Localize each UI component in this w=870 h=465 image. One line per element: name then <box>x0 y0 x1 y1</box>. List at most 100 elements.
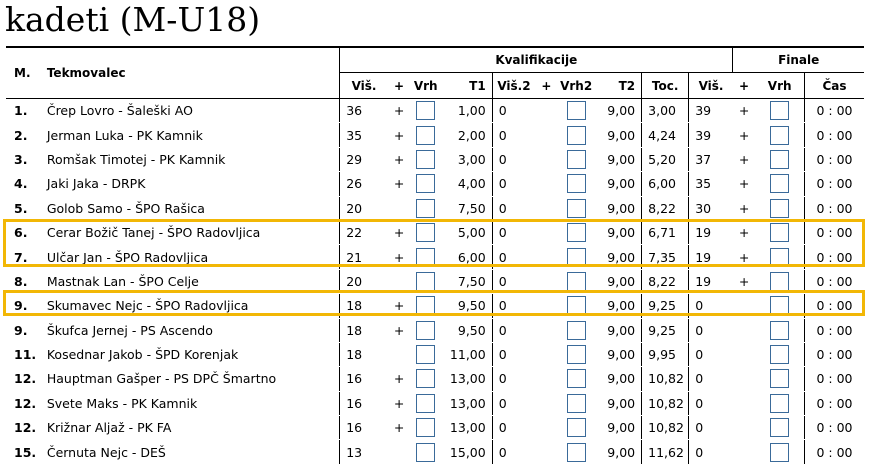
checkbox[interactable] <box>566 101 586 121</box>
checkbox[interactable] <box>416 125 436 145</box>
checkbox[interactable] <box>770 418 790 438</box>
checkbox[interactable] <box>770 345 790 365</box>
checkbox[interactable] <box>566 174 586 194</box>
height-cell: 20 <box>339 269 388 295</box>
height2-cell: 0 <box>491 342 536 368</box>
col-header-time: Čas <box>803 72 864 99</box>
table-row: 2. Jerman Luka - PK Kamnik 35 +2,00 0 9,00 4,2… <box>6 122 864 148</box>
plus-cell: + <box>387 171 411 197</box>
time-cell: 0 : 00 <box>803 196 864 221</box>
height-cell: 16 <box>339 366 388 392</box>
checkbox[interactable] <box>566 442 586 462</box>
t1-cell: 7,50 <box>441 269 493 295</box>
final-plus-cell: + <box>732 269 756 295</box>
checkbox[interactable] <box>416 393 436 413</box>
table-row: 3. Romšak Timotej - PK Kamnik 29 +3,00 0 9,00… <box>6 147 864 173</box>
col-header-plus: + <box>387 72 411 99</box>
height-cell: 29 <box>339 147 388 173</box>
final-top-checkbox <box>755 415 805 441</box>
checkbox[interactable] <box>416 320 436 340</box>
checkbox[interactable] <box>770 174 790 194</box>
final-height-cell: 0 <box>688 366 733 392</box>
final-plus-cell: + <box>732 147 756 173</box>
table-row: 5. Golob Samo - ŠPO Rašica 20 7,50 0 9,00 8,22… <box>6 196 864 221</box>
height2-cell: 0 <box>491 293 536 319</box>
checkbox[interactable] <box>416 101 436 121</box>
height2-cell: 0 <box>491 269 536 295</box>
checkbox[interactable] <box>566 296 586 316</box>
t1-cell: 13,00 <box>441 366 493 392</box>
checkbox[interactable] <box>416 223 436 243</box>
checkbox[interactable] <box>566 320 586 340</box>
competitor-cell: Svete Maks - PK Kamnik <box>42 391 340 417</box>
checkbox[interactable] <box>566 247 586 267</box>
checkbox[interactable] <box>770 125 790 145</box>
checkbox[interactable] <box>416 271 436 291</box>
checkbox[interactable] <box>770 442 790 462</box>
table-row: 12. Križnar Aljaž - PK FA 16 +13,00 0 9,00 10,… <box>6 415 864 441</box>
plus2-cell <box>535 366 558 392</box>
checkbox[interactable] <box>770 101 790 121</box>
t2-cell: 9,00 <box>594 147 642 173</box>
position-cell: 9. <box>6 318 43 343</box>
top2-checkbox <box>557 122 595 148</box>
plus2-cell <box>535 220 558 246</box>
checkbox[interactable] <box>566 345 586 365</box>
checkbox[interactable] <box>566 149 586 169</box>
competitor-cell: Golob Samo - ŠPO Rašica <box>42 196 340 221</box>
checkbox[interactable] <box>770 393 790 413</box>
checkbox[interactable] <box>566 271 586 291</box>
checkbox[interactable] <box>566 198 586 218</box>
checkbox[interactable] <box>770 320 790 340</box>
checkbox[interactable] <box>416 369 436 389</box>
checkbox[interactable] <box>416 149 436 169</box>
checkbox[interactable] <box>770 247 790 267</box>
checkbox[interactable] <box>566 418 586 438</box>
plus-cell: + <box>387 318 411 343</box>
table-row: 12. Svete Maks - PK Kamnik 16 +13,00 0 9,00 10… <box>6 391 864 417</box>
checkbox[interactable] <box>770 198 790 218</box>
checkbox[interactable] <box>770 223 790 243</box>
checkbox[interactable] <box>416 174 436 194</box>
group-header-final: Finale <box>732 46 864 73</box>
results-table: M. Tekmovalec Kvalifikacije Finale Viš. … <box>6 46 864 465</box>
col-header-position: M. <box>6 46 43 99</box>
plus2-cell <box>535 415 558 441</box>
height2-cell: 0 <box>491 98 536 124</box>
checkbox[interactable] <box>566 223 586 243</box>
checkbox[interactable] <box>566 369 586 389</box>
final-height-cell: 19 <box>688 220 733 246</box>
points-cell: 5,20 <box>641 147 689 173</box>
col-header-t2: T2 <box>594 72 642 99</box>
t2-cell: 9,00 <box>594 122 642 148</box>
checkbox[interactable] <box>416 296 436 316</box>
checkbox[interactable] <box>416 418 436 438</box>
position-cell: 9. <box>6 293 43 319</box>
checkbox[interactable] <box>566 125 586 145</box>
final-height-cell: 19 <box>688 269 733 295</box>
checkbox[interactable] <box>416 198 436 218</box>
checkbox[interactable] <box>770 149 790 169</box>
checkbox[interactable] <box>566 393 586 413</box>
final-height-cell: 30 <box>688 196 733 221</box>
t2-cell: 9,00 <box>594 269 642 295</box>
final-top-checkbox <box>755 98 805 124</box>
checkbox[interactable] <box>416 345 436 365</box>
height2-cell: 0 <box>491 318 536 343</box>
checkbox[interactable] <box>770 271 790 291</box>
checkbox[interactable] <box>416 247 436 267</box>
final-plus-cell: + <box>732 196 756 221</box>
position-cell: 11. <box>6 342 43 368</box>
plus-cell <box>387 269 411 295</box>
checkbox[interactable] <box>416 442 436 462</box>
top-checkbox <box>410 122 442 148</box>
time-cell: 0 : 00 <box>803 366 864 392</box>
t1-cell: 9,50 <box>441 293 493 319</box>
t2-cell: 9,00 <box>594 293 642 319</box>
final-height-cell: 39 <box>688 98 733 124</box>
position-cell: 12. <box>6 415 43 441</box>
competitor-cell: Škufca Jernej - PS Ascendo <box>42 318 340 343</box>
final-height-cell: 19 <box>688 244 733 270</box>
checkbox[interactable] <box>770 296 790 316</box>
checkbox[interactable] <box>770 369 790 389</box>
